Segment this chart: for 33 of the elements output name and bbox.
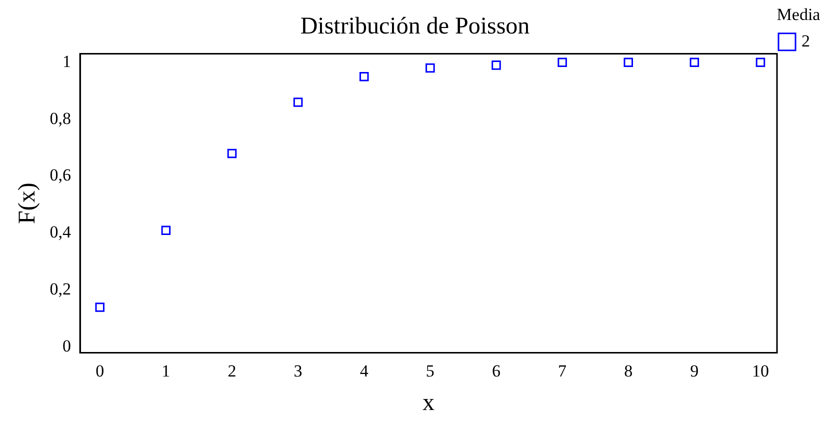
y-tick-label: 0,2 xyxy=(50,280,72,299)
y-tick-label: 0,4 xyxy=(50,222,72,242)
point xyxy=(426,63,435,73)
point xyxy=(690,58,700,67)
point xyxy=(492,60,501,70)
point xyxy=(227,148,237,158)
x-tick-label: 10 xyxy=(752,361,769,380)
x-tick-label: 5 xyxy=(426,361,434,380)
legend-label: 2 xyxy=(802,31,810,50)
x-tick-label: 3 xyxy=(294,361,302,380)
point xyxy=(624,58,633,67)
x-axis-title: x xyxy=(422,390,435,416)
x-tick-label: 8 xyxy=(624,361,633,380)
x-tick-label: 1 xyxy=(162,361,170,380)
y-tick-label: 0,8 xyxy=(50,108,72,128)
x-tick-label: 6 xyxy=(492,361,500,380)
point xyxy=(293,98,303,107)
point xyxy=(95,302,105,312)
y-axis-title: F(x) xyxy=(14,182,41,224)
x-tick-label: 9 xyxy=(690,361,699,380)
x-tick-label: 4 xyxy=(360,361,369,380)
point xyxy=(756,58,766,67)
point xyxy=(359,72,369,82)
legend-title: Media xyxy=(776,4,821,24)
point xyxy=(161,226,171,235)
y-tick-label: 1 xyxy=(62,52,72,71)
x-tick-label: 2 xyxy=(228,361,236,380)
chart-title: Distribución de Poisson xyxy=(300,14,530,40)
point xyxy=(558,58,567,67)
x-tick-label: 7 xyxy=(558,361,568,380)
y-tick-label: 0,6 xyxy=(50,166,72,185)
y-tick-label: 0 xyxy=(62,336,72,356)
x-tick-label: 0 xyxy=(96,361,104,380)
